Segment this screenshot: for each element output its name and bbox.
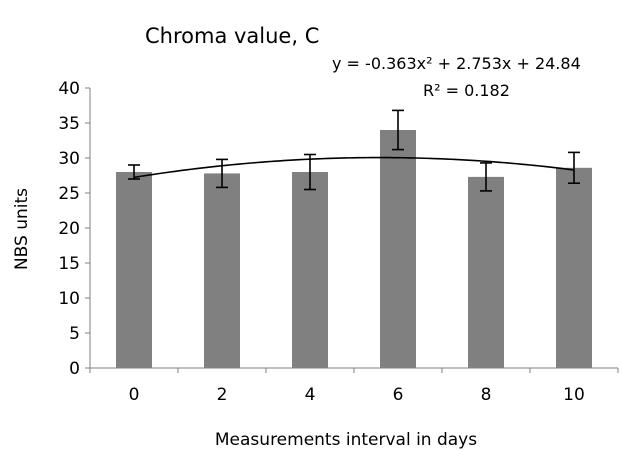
- bar: [204, 173, 240, 368]
- y-tick-label: 15: [58, 254, 80, 274]
- bar: [468, 176, 504, 368]
- bar: [292, 172, 328, 368]
- y-tick-label: 0: [69, 359, 80, 379]
- x-tick-label: 8: [481, 385, 492, 405]
- trendline-equation: y = -0.363x² + 2.753x + 24.84: [332, 54, 581, 73]
- y-tick-label: 35: [58, 114, 80, 134]
- bar: [116, 172, 152, 368]
- y-tick-label: 5: [69, 324, 80, 344]
- bar: [556, 167, 592, 368]
- y-tick-label: 40: [58, 79, 80, 99]
- y-tick-label: 10: [58, 289, 80, 309]
- trendline: [133, 156, 575, 179]
- x-tick-label: 0: [129, 385, 140, 405]
- trendline-r-squared: R² = 0.182: [423, 81, 510, 100]
- y-tick-label: 30: [58, 149, 80, 169]
- plot-area: 0 5 10 15 20 25 30 35 40 0 2 4 6 8 10: [58, 79, 619, 405]
- y-tick-label: 25: [58, 184, 80, 204]
- x-tick-label: 10: [563, 385, 585, 405]
- bar: [380, 130, 416, 368]
- y-axis-label: NBS units: [12, 188, 32, 270]
- y-tick-label: 20: [58, 219, 80, 239]
- x-tick-label: 2: [217, 385, 228, 405]
- x-axis-label: Measurements interval in days: [215, 430, 477, 450]
- chart-title: Chroma value, C: [145, 24, 319, 48]
- x-tick-label: 6: [393, 385, 404, 405]
- x-tick-label: 4: [305, 385, 316, 405]
